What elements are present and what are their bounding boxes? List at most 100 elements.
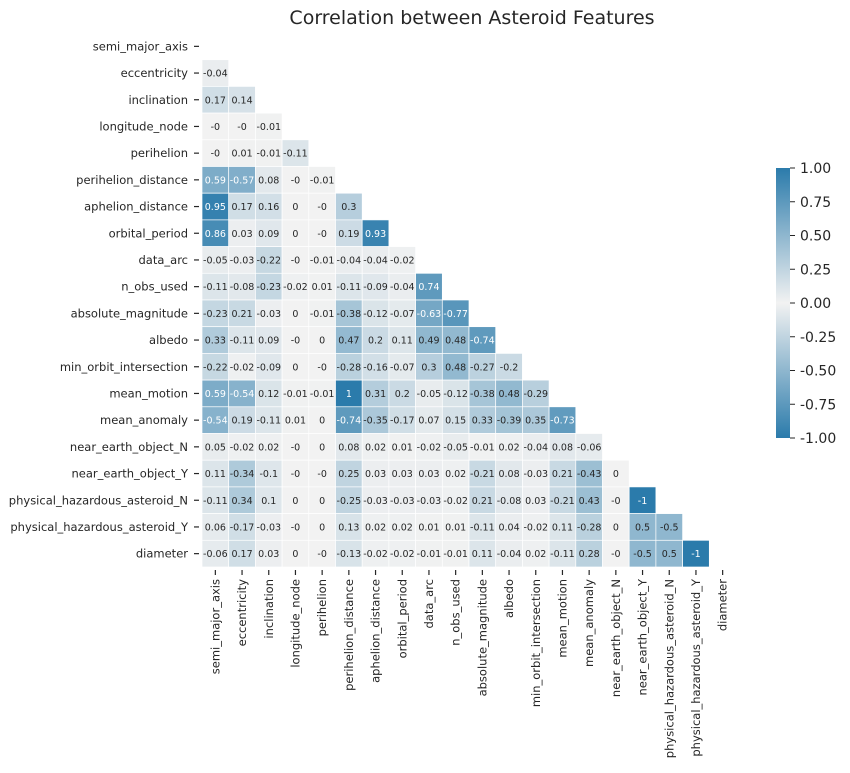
cell-value-label: -0.21	[470, 469, 495, 480]
column-label: data_arc	[422, 579, 436, 629]
cell-value-label: 0	[292, 202, 298, 213]
cell-value-label: 0	[319, 442, 325, 453]
cell-value-label: 0.03	[365, 469, 386, 480]
heatmap-cell	[255, 112, 283, 141]
heatmap-cell	[548, 486, 577, 514]
cell-value-label: 0.02	[525, 549, 546, 560]
column-label: mean_anomaly	[582, 579, 596, 667]
column-label: diameter	[716, 579, 730, 631]
cell-value-label: -0.03	[417, 496, 442, 507]
heatmap-cell	[575, 513, 603, 541]
cell-value-label: -0.11	[470, 522, 495, 533]
cell-value-label: -0.13	[337, 549, 362, 560]
cell-value-label: -0.57	[230, 175, 255, 186]
colorbar-tick-label: -1.00	[800, 431, 836, 447]
heatmap-cell	[468, 486, 497, 514]
cell-value-label: -0.34	[230, 469, 255, 480]
cell-value-label: 0.11	[472, 549, 493, 560]
heatmap-cell	[415, 326, 443, 354]
cell-value-label: 0.11	[552, 522, 573, 533]
cell-value-label: -0.1	[259, 469, 278, 480]
cell-value-label: 0.3	[341, 202, 356, 213]
cell-value-label: 0	[319, 336, 325, 347]
cell-value-label: -0.01	[283, 389, 308, 400]
cell-value-label: -0.04	[523, 442, 548, 453]
heatmap-cell	[335, 379, 363, 408]
cell-value-label: -0.74	[337, 416, 362, 427]
column-label: eccentricity	[235, 579, 249, 647]
heatmap-cell	[281, 326, 310, 354]
cell-value-label: -0	[317, 202, 326, 213]
row-label: albedo	[149, 333, 188, 347]
row-label: physical_hazardous_asteroid_Y	[10, 520, 189, 534]
colorbar-tick-label: 1.00	[800, 161, 831, 177]
heatmap-cell	[201, 299, 230, 328]
cell-value-label: -0.54	[203, 416, 228, 427]
cell-value-label: 0	[319, 496, 325, 507]
cell-value-label: -0.02	[363, 549, 388, 560]
cell-value-label: 0.08	[258, 175, 279, 186]
heatmap-cell	[335, 326, 363, 354]
cell-value-label: -0	[611, 549, 620, 560]
cell-value-label: -0.23	[203, 309, 228, 320]
heatmap-cell	[281, 272, 310, 301]
row-label: data_arc	[139, 253, 189, 267]
heatmap-cell	[441, 353, 470, 381]
cell-value-label: -0.43	[577, 469, 602, 480]
cell-value-label: -0.02	[390, 549, 415, 560]
column-label: n_obs_used	[449, 579, 463, 646]
heatmap-cell	[468, 379, 497, 408]
heatmap-cell	[308, 379, 336, 408]
cell-value-label: -0.08	[497, 496, 522, 507]
cell-value-label: -0.07	[390, 362, 415, 373]
heatmap-cell	[335, 219, 363, 247]
heatmap-cell	[361, 486, 390, 514]
cell-value-label: 0.01	[312, 282, 333, 293]
cell-value-label: 0.21	[231, 309, 252, 320]
cell-value-label: -0.02	[443, 496, 468, 507]
cell-value-label: -0.01	[310, 255, 335, 266]
heatmap-cell	[335, 459, 363, 488]
cell-value-label: -0.09	[363, 282, 388, 293]
heatmap-cell	[228, 539, 256, 568]
heatmap-cell	[495, 486, 523, 514]
heatmap-cell	[228, 139, 256, 167]
cell-value-label: -0	[291, 255, 300, 266]
cell-value-label: 0.17	[205, 95, 226, 106]
row-label: aphelion_distance	[84, 200, 188, 214]
column-label: near_earth_object_Y	[636, 578, 650, 695]
colorbar-tick-label: -0.75	[800, 397, 836, 413]
cell-value-label: 0.01	[445, 522, 466, 533]
cell-value-label: -0.03	[256, 309, 281, 320]
heatmap-cell	[628, 539, 657, 568]
heatmap-cell	[522, 486, 550, 514]
heatmap-cell	[548, 433, 577, 461]
cell-value-label: 0.33	[205, 336, 226, 347]
cell-value-label: 0	[292, 309, 298, 320]
cell-value-label: 0.03	[231, 229, 252, 240]
heatmap-cell	[522, 379, 550, 408]
cell-value-label: 0.06	[205, 522, 226, 533]
cell-value-label: -0.54	[230, 389, 255, 400]
cell-value-label: 0.34	[231, 496, 252, 507]
cell-value-label: 0.86	[205, 229, 226, 240]
cell-value-label: 0.02	[392, 522, 413, 533]
heatmap-cell	[361, 539, 390, 568]
heatmap-cell	[335, 272, 363, 301]
heatmap-cell	[441, 539, 470, 568]
cell-value-label: 0.48	[445, 362, 466, 373]
cell-value-label: -0.17	[230, 522, 255, 533]
heatmap-cell	[388, 539, 416, 568]
cell-value-label: 0.5	[662, 549, 677, 560]
cell-value-label: 0.01	[418, 522, 439, 533]
cell-value-label: -0.12	[363, 309, 388, 320]
cell-value-label: -0	[291, 469, 300, 480]
cell-value-label: 0.2	[395, 389, 410, 400]
heatmap-cell	[522, 513, 550, 541]
colorbar-tick-label: 0.50	[800, 229, 831, 245]
cell-value-label: -0.63	[417, 309, 442, 320]
cell-value-label: -0.01	[256, 149, 281, 160]
cell-value-label: 0	[319, 416, 325, 427]
heatmap-cell	[228, 299, 256, 328]
heatmap-cell	[441, 433, 470, 461]
